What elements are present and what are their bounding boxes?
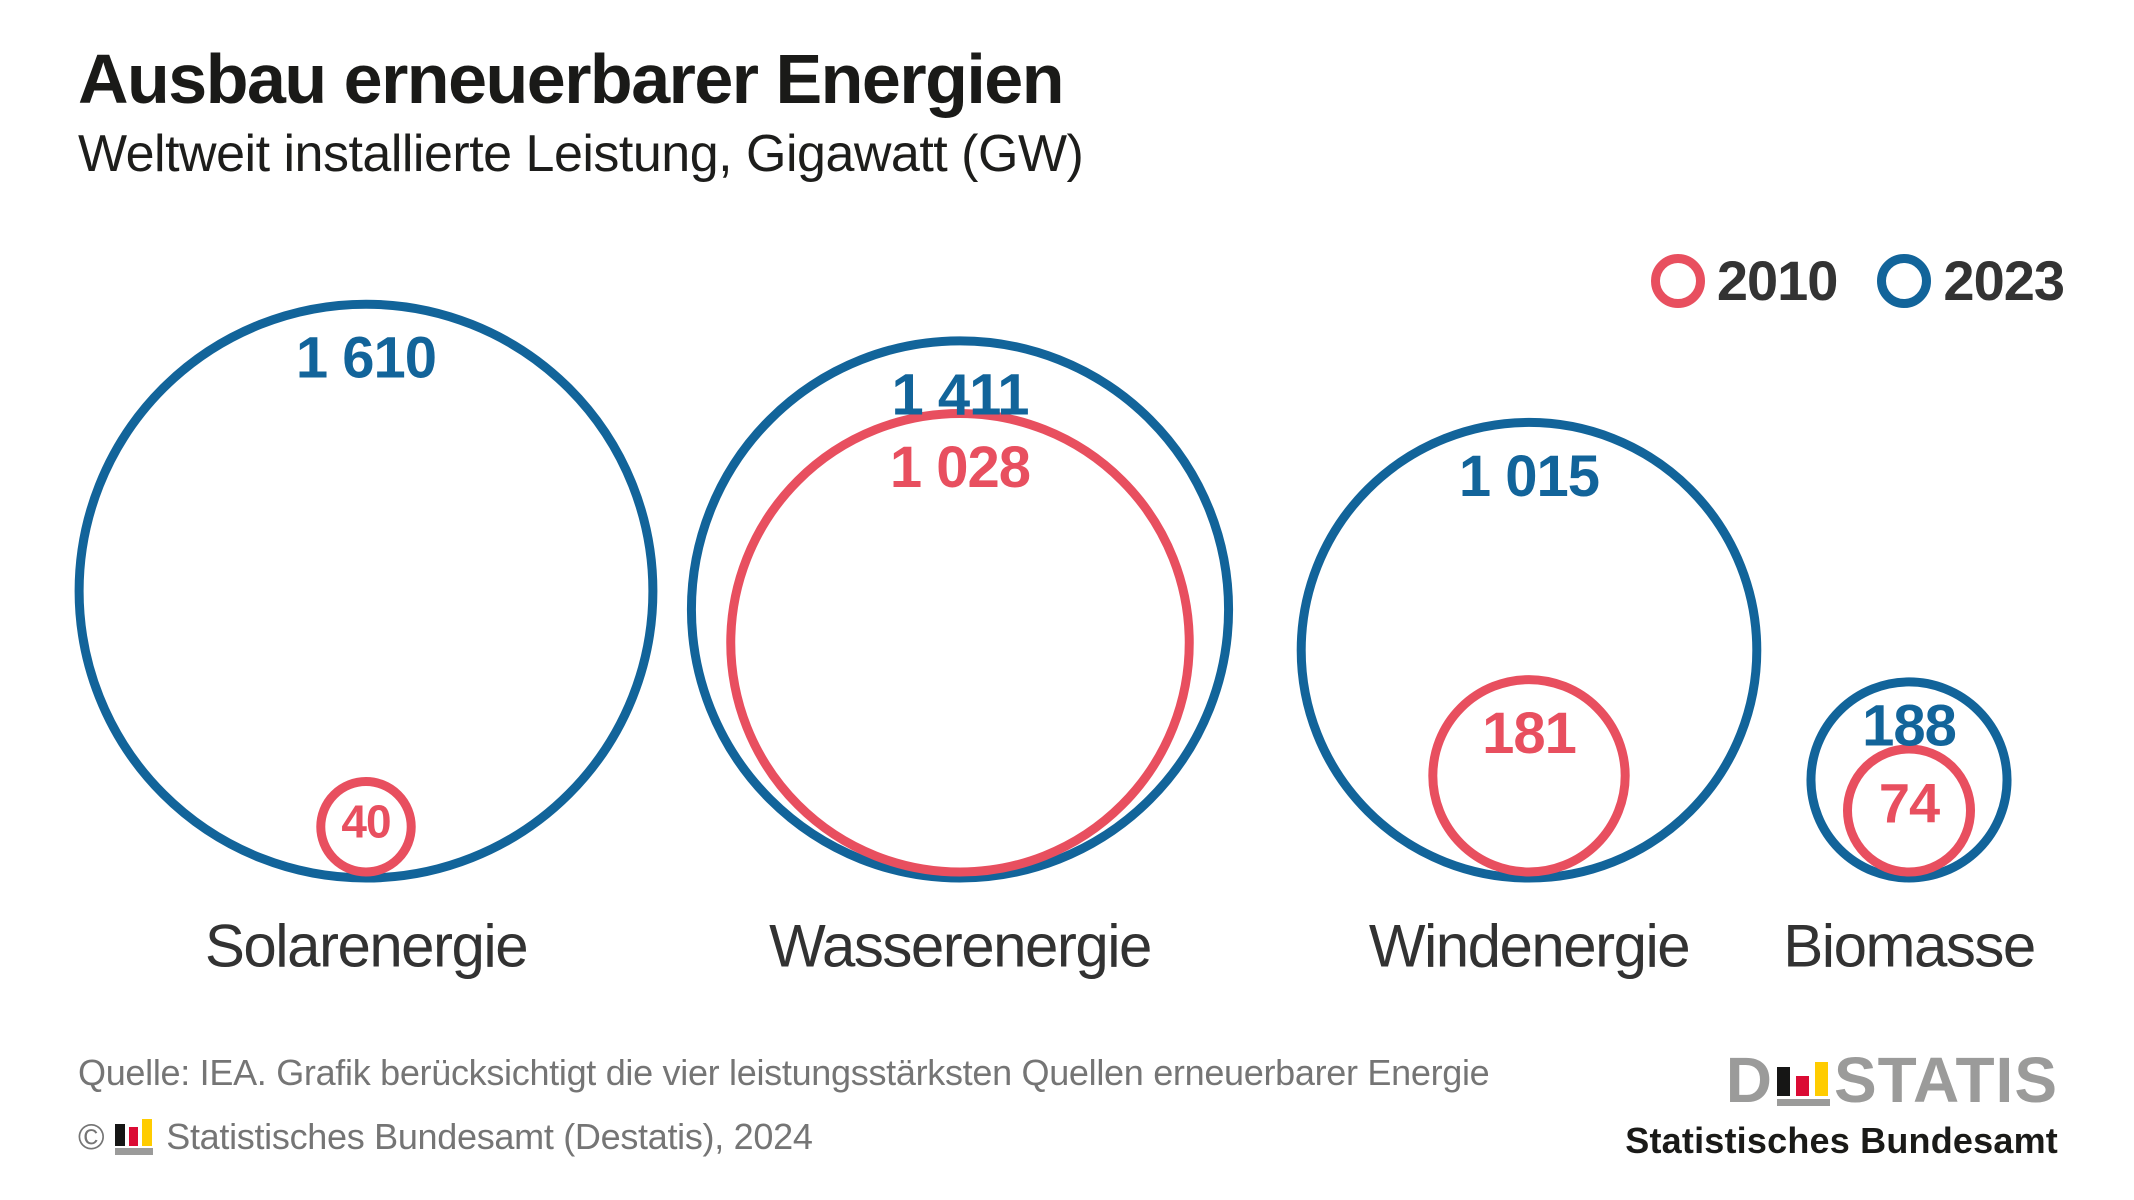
value-label-2010-solarenergie: 40	[341, 795, 390, 847]
category-label-windenergie: Windenergie	[1369, 913, 1689, 980]
logo-bars-icon	[1776, 1060, 1830, 1107]
logo-underline	[1776, 1099, 1830, 1107]
bar-black-icon	[115, 1124, 126, 1146]
circle-2010-wasserenergie	[726, 409, 1194, 877]
legend-label-2023: 2023	[1943, 249, 2065, 312]
value-label-2023-wasserenergie: 1 411	[892, 362, 1029, 427]
page-subtitle: Weltweit installierte Leistung, Gigawatt…	[78, 125, 1084, 184]
copyright-symbol: ©	[78, 1116, 105, 1157]
logo-subline: Statistisches Bundesamt	[1625, 1120, 2058, 1161]
value-label-2023-windenergie: 1 015	[1459, 444, 1599, 509]
bar-base-icon	[115, 1148, 154, 1155]
value-label-2010-windenergie: 181	[1482, 701, 1576, 766]
destatis-wordmark: D STATIS	[1725, 1044, 2058, 1116]
value-label-2023-solarenergie: 1 610	[296, 326, 436, 391]
bar-red-icon	[129, 1127, 139, 1146]
legend-item-2023: 2023	[1877, 248, 2065, 313]
copyright-line: © Statistisches Bundesamt (Destatis), 20…	[78, 1116, 813, 1158]
value-label-2010-wasserenergie: 1 028	[890, 435, 1030, 500]
category-label-biomasse: Biomasse	[1783, 913, 2034, 980]
chart-legend: 2010 2023	[1650, 248, 2065, 313]
header: Ausbau erneuerbarer Energien Weltweit in…	[78, 40, 1084, 184]
circle-2010-solarenergie	[316, 777, 416, 877]
logo-letter-d: D	[1725, 1044, 1773, 1116]
legend-item-2010: 2010	[1650, 248, 1839, 313]
bar-yellow-icon	[142, 1119, 153, 1146]
legend-circle-2023-icon	[1877, 253, 1932, 308]
legend-label-2010: 2010	[1716, 249, 1839, 312]
logo-bar-yellow-icon	[1814, 1062, 1828, 1097]
logo-bar-red-icon	[1795, 1076, 1809, 1097]
page-title: Ausbau erneuerbarer Energien	[78, 40, 1065, 118]
copyright-text: Statistisches Bundesamt (Destatis), 2024	[166, 1116, 813, 1157]
category-label-solarenergie: Solarenergie	[205, 913, 527, 980]
legend-circle-2010-icon	[1650, 253, 1705, 308]
logo-bar-black-icon	[1776, 1067, 1790, 1097]
source-note: Quelle: IEA. Grafik berücksichtigt die v…	[78, 1052, 1490, 1093]
logo-statis-text: STATIS	[1833, 1044, 2058, 1116]
circle-2023-solarenergie	[74, 299, 658, 883]
value-label-2010-biomasse: 74	[1879, 772, 1940, 835]
circle-2023-biomasse	[1806, 677, 2012, 883]
circle-2010-biomasse	[1842, 744, 1976, 877]
destatis-bars-icon	[115, 1119, 155, 1155]
category-label-wasserenergie: Wasserenergie	[769, 913, 1151, 980]
circle-2023-windenergie	[1296, 417, 1762, 883]
bars-group-icon	[115, 1119, 155, 1146]
value-label-2023-biomasse: 188	[1862, 693, 1956, 758]
destatis-logo: D STATIS Statistisches Bundesamt	[1625, 1044, 2058, 1162]
circle-2010-windenergie	[1428, 675, 1630, 877]
circle-2023-wasserenergie	[686, 336, 1234, 883]
